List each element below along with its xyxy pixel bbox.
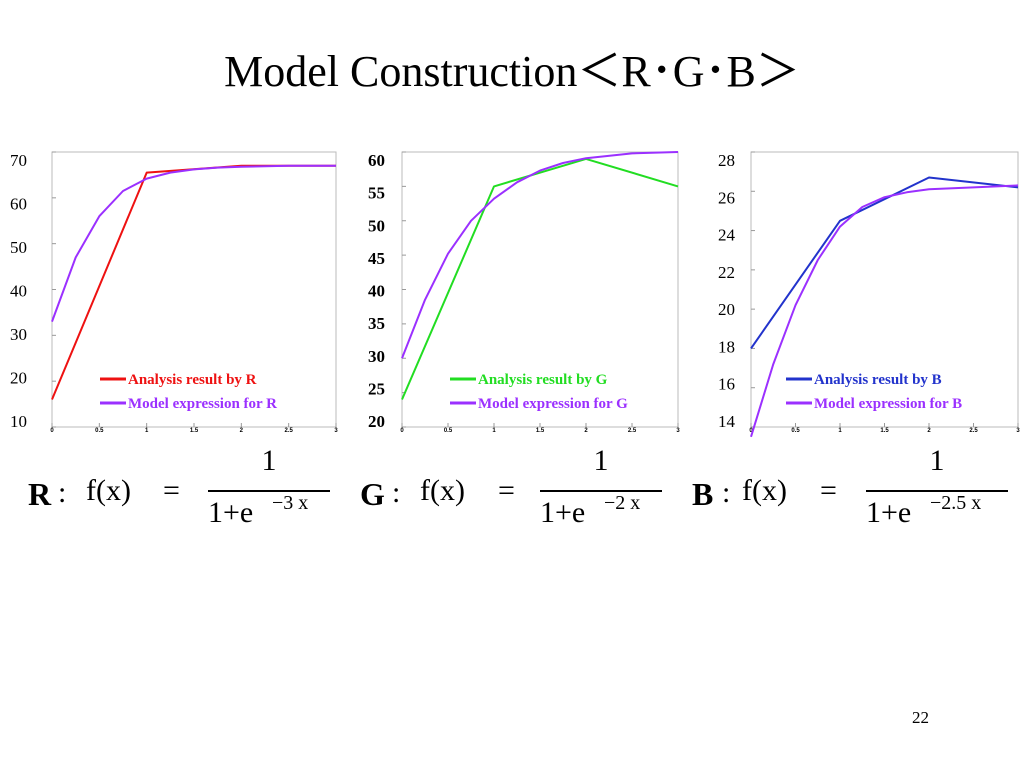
chart-2: 28 26 24 22 20 18 16 14 0 0.5 1 1.5 2 2.5 3 Analysis re… [718,151,1020,438]
formula-denominator: 1+e [866,496,912,529]
x-tick-label: 0.5 [95,428,104,434]
series-line-0 [401,157,679,400]
y-tick-label: 22 [718,263,735,282]
formula-exponent: −2.5 x [930,492,982,514]
legend-label: Model expression for B [814,396,962,412]
y-tick-label: 30 [368,347,385,366]
y-tick-label: 40 [10,282,27,301]
formula-channel: G [360,476,385,512]
x-tick-label: 2 [927,428,931,434]
formula-equals: = [163,474,180,507]
x-tick-label: 3 [1016,428,1020,434]
y-tick-label: 10 [10,412,27,431]
x-tick-label: 0 [50,428,54,434]
x-tick-label: 0.5 [444,428,453,434]
legend-label: Analysis result by G [478,372,608,388]
y-tick-label: 28 [718,151,735,170]
formula-r: R : f(x) = 1 1+e −3 x [28,440,348,540]
formula-equals: = [498,474,515,507]
legend-label: Model expression for R [128,396,277,412]
formula-colon: : [392,476,401,509]
x-tick-label: 2.5 [969,428,978,434]
chart-1: 60 55 50 45 40 35 30 25 20 0 0.5 1 1.5 2 2.5 3 Analysis … [368,151,680,434]
x-tick-label: 1.5 [190,428,199,434]
y-tick-label: 16 [718,375,735,394]
x-tick-label: 0 [749,428,753,434]
y-tick-label: 40 [368,282,385,301]
formula-channel: R [28,476,52,512]
slide-title: Model Construction＜R･G･B＞ [224,47,800,96]
y-tick-label: 70 [10,151,27,170]
x-tick-label: 1.5 [880,428,889,434]
formula-denominator: 1+e [208,496,254,529]
y-tick-label: 18 [718,337,735,356]
x-tick-label: 0.5 [791,428,800,434]
y-tick-label: 20 [368,412,385,431]
formula-b: B : f(x) = 1 1+e −2.5 x [692,440,1017,540]
x-tick-label: 3 [676,428,680,434]
formula-numerator: 1 [929,444,945,477]
series-line-1 [750,184,1019,438]
formula-fx: f(x) [420,474,465,507]
y-tick-label: 45 [368,249,385,268]
x-tick-label: 0 [400,428,404,434]
y-tick-label: 20 [10,369,27,388]
legend-label: Model expression for G [478,396,628,412]
formula-denominator: 1+e [540,496,586,529]
y-tick-label: 35 [368,314,385,333]
formula-channel: B [692,476,714,512]
y-tick-label: 26 [718,188,735,207]
y-tick-label: 55 [368,184,385,203]
x-tick-label: 2 [240,428,244,434]
y-tick-label: 60 [10,195,27,214]
x-tick-label: 2.5 [284,428,293,434]
series-line-1 [51,164,336,322]
formula-colon: : [58,476,67,509]
x-tick-label: 1 [492,428,496,434]
chart-0: 70 60 50 40 30 20 10 0 0.5 1 1.5 2 2.5 3 Analysis resu… [10,151,338,434]
y-tick-label: 30 [10,325,27,344]
formula-fraction-bar [208,490,330,492]
legend-label: Analysis result by R [128,372,257,388]
y-tick-label: 14 [718,412,736,431]
formula-numerator: 1 [261,444,277,477]
x-tick-label: 1.5 [536,428,545,434]
formula-exponent: −2 x [604,492,641,514]
x-tick-label: 2.5 [628,428,637,434]
y-tick-label: 20 [718,300,735,319]
formula-colon: : [722,476,731,509]
formula-fraction-bar [540,490,662,492]
formula-g: G : f(x) = 1 1+e −2 x [360,440,680,540]
y-tick-label: 25 [368,379,385,398]
x-tick-label: 1 [838,428,842,434]
y-tick-label: 24 [718,226,736,245]
x-tick-label: 2 [584,428,588,434]
y-tick-label: 50 [368,216,385,235]
y-tick-label: 50 [10,238,27,257]
x-tick-label: 3 [334,428,338,434]
formula-numerator: 1 [593,444,609,477]
formula-equals: = [820,474,837,507]
formula-exponent: −3 x [272,492,309,514]
y-tick-label: 60 [368,151,385,170]
formula-fraction-bar [866,490,1008,492]
legend-label: Analysis result by B [814,372,942,388]
formula-fx: f(x) [86,474,131,507]
page-number: 22 [912,708,929,727]
series-line-1 [401,151,679,359]
formula-fx: f(x) [742,474,787,507]
x-tick-label: 1 [145,428,149,434]
series-line-0 [750,176,1019,349]
series-line-0 [51,164,336,400]
